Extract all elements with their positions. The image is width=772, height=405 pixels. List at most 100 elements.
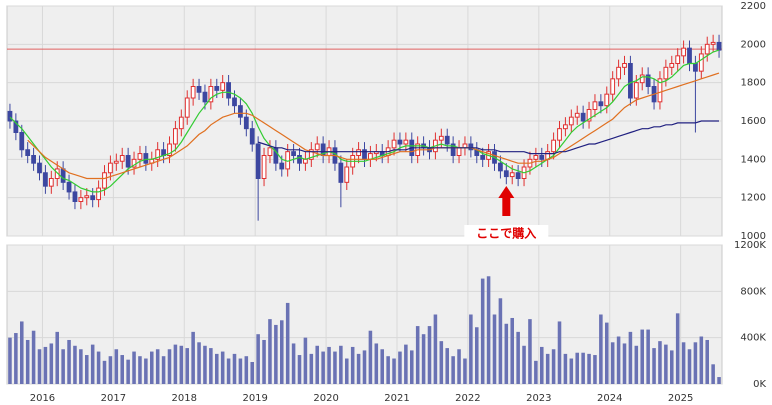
volume-bar: [73, 345, 77, 384]
candle-body: [498, 162, 503, 172]
volume-bar: [150, 351, 154, 384]
volume-bar: [362, 350, 367, 384]
volume-bar: [380, 349, 384, 384]
volume-bar: [622, 343, 627, 384]
candle-body: [604, 93, 610, 107]
candle-body: [19, 132, 25, 151]
candle-body: [184, 97, 190, 118]
annotation-bg: [464, 225, 549, 243]
volume-bar: [634, 345, 639, 384]
candle-body: [338, 162, 344, 183]
volume-bar: [368, 330, 373, 384]
candle-body: [243, 116, 249, 130]
volume-bar: [404, 344, 408, 384]
volume-bar: [717, 377, 721, 384]
volume-bar: [280, 320, 284, 384]
candle-body: [633, 82, 639, 99]
volume-bar: [445, 348, 449, 384]
volume-bar: [469, 314, 473, 384]
candle-body: [297, 155, 302, 164]
x-tick-label: 2024: [597, 393, 622, 404]
candle-body: [344, 166, 350, 183]
volume-bar: [31, 330, 36, 384]
volume-bar: [37, 349, 42, 384]
volume-bar: [451, 356, 455, 384]
candle-body: [456, 147, 462, 156]
volume-bar: [49, 343, 54, 384]
candle-body: [249, 128, 255, 145]
candle-body: [397, 139, 403, 145]
volume-bar: [540, 346, 544, 384]
candle-body: [255, 143, 261, 179]
volume-bar: [492, 314, 497, 384]
candle-body: [13, 120, 19, 133]
volume-bar: [179, 345, 184, 384]
candle-body: [90, 195, 96, 201]
volume-bar: [681, 342, 686, 384]
moving-average-line: [27, 72, 720, 180]
x-tick-label: 2021: [384, 393, 409, 404]
y-tick-label: 1400: [741, 154, 766, 165]
volume-bar: [102, 360, 107, 384]
candle-body: [190, 86, 196, 99]
candle-body: [167, 143, 172, 156]
volume-bar: [155, 349, 160, 384]
volume-bar: [398, 351, 402, 384]
x-tick-label: 2025: [668, 393, 693, 404]
volume-bar: [90, 344, 95, 384]
volume-bar: [67, 339, 71, 384]
volume-bar: [43, 346, 48, 384]
x-tick-label: 2023: [526, 393, 551, 404]
candle-body: [54, 168, 60, 180]
candle-body: [663, 66, 669, 80]
candle-body: [563, 124, 568, 130]
candle-body: [291, 151, 296, 157]
volume-bar: [144, 358, 148, 384]
volume-bar: [250, 361, 254, 384]
volume-bar: [410, 350, 414, 384]
candle-body: [551, 139, 556, 153]
volume-bar: [646, 329, 650, 384]
volume-bar: [415, 326, 420, 384]
candle-body: [7, 110, 13, 122]
y-tick-label: 1600: [741, 116, 766, 127]
candle-body: [31, 155, 36, 164]
candle-body: [704, 43, 710, 55]
candle-body: [173, 128, 178, 145]
y-tick-label: 2000: [741, 39, 766, 50]
candle-body: [468, 143, 474, 151]
volume-bar: [191, 331, 195, 384]
volume-bar: [705, 339, 709, 384]
candle-body: [84, 195, 90, 199]
volume-bar: [528, 319, 532, 384]
volume-bar: [244, 356, 249, 384]
volume-bar: [356, 353, 361, 384]
volume-bar: [486, 276, 491, 384]
volume-bar: [504, 323, 509, 384]
volume-bar: [309, 353, 314, 384]
x-tick-label: 2022: [455, 393, 480, 404]
candle-body: [509, 172, 515, 178]
candle-body: [438, 135, 444, 141]
volume-bar: [551, 349, 556, 384]
volume-bar: [658, 341, 662, 384]
candle-body: [155, 149, 161, 160]
candle-body: [208, 86, 214, 103]
volume-bar: [463, 358, 467, 384]
candle-body: [356, 149, 361, 156]
candle-body: [639, 74, 645, 84]
y-tick-label: 0K: [753, 379, 766, 390]
volume-bar: [534, 360, 538, 384]
volume-bar: [699, 336, 704, 384]
volume-bar: [268, 319, 272, 384]
x-tick-label: 2019: [242, 393, 267, 404]
candle-body: [214, 86, 220, 91]
volume-bar: [557, 321, 562, 384]
volume-bar: [61, 349, 65, 384]
candle-body: [675, 55, 681, 64]
volume-bar: [575, 352, 579, 384]
volume-bar: [96, 351, 101, 384]
volume-bar: [333, 351, 337, 384]
candle-body: [480, 155, 486, 160]
